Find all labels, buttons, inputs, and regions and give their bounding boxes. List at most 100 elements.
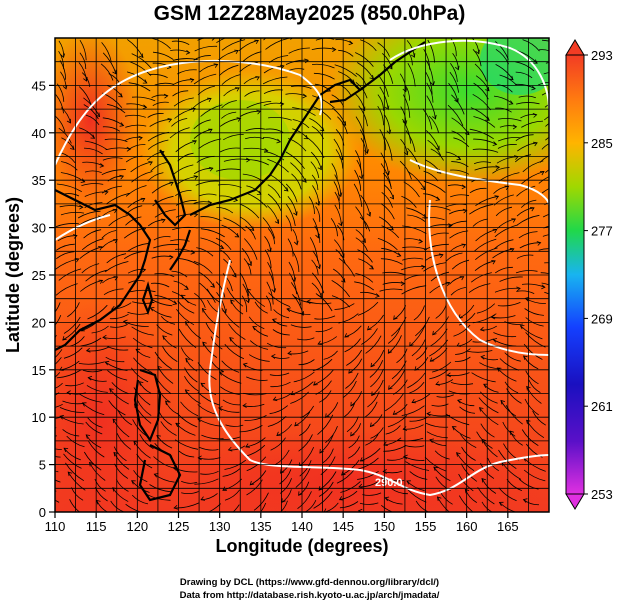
streamline bbox=[219, 64, 239, 76]
streamline-arrowhead bbox=[426, 411, 431, 417]
streamline bbox=[426, 95, 436, 119]
streamline bbox=[267, 184, 281, 199]
streamline-arrowhead bbox=[532, 113, 538, 118]
streamline bbox=[505, 405, 523, 425]
streamline bbox=[55, 435, 57, 437]
streamline bbox=[151, 255, 173, 259]
streamline bbox=[83, 104, 99, 120]
streamline bbox=[384, 497, 403, 505]
streamline bbox=[381, 225, 400, 239]
streamline-arrowhead bbox=[280, 469, 285, 474]
streamline bbox=[228, 323, 246, 340]
streamline-arrowhead bbox=[264, 148, 269, 154]
streamline bbox=[379, 288, 403, 292]
streamline bbox=[401, 405, 425, 416]
streamline bbox=[516, 254, 534, 259]
streamline-arrowhead bbox=[113, 239, 118, 244]
streamline bbox=[123, 227, 146, 239]
streamline bbox=[450, 63, 458, 82]
streamline bbox=[539, 49, 549, 52]
streamline bbox=[451, 259, 470, 270]
streamline bbox=[153, 516, 176, 518]
streamline bbox=[200, 382, 217, 396]
streamline bbox=[339, 501, 359, 509]
streamline bbox=[404, 84, 410, 101]
streamline bbox=[379, 86, 389, 110]
streamline bbox=[288, 261, 296, 282]
streamline-arrowhead bbox=[512, 124, 518, 130]
streamline-arrowhead bbox=[234, 49, 239, 55]
streamline bbox=[55, 479, 61, 483]
streamline bbox=[405, 130, 416, 152]
streamline-arrowhead bbox=[361, 238, 366, 244]
streamline-arrowhead bbox=[104, 360, 110, 366]
streamline bbox=[354, 281, 375, 291]
streamline bbox=[311, 174, 319, 191]
streamline bbox=[114, 463, 129, 479]
streamline bbox=[298, 446, 315, 467]
streamline bbox=[426, 60, 434, 86]
streamline bbox=[293, 371, 315, 383]
streamline bbox=[472, 93, 491, 111]
y-tick-label: 10 bbox=[32, 410, 46, 425]
streamline-arrowhead bbox=[454, 65, 460, 71]
streamline bbox=[60, 107, 71, 123]
streamline bbox=[286, 308, 311, 315]
streamline bbox=[405, 461, 430, 471]
streamline bbox=[147, 113, 164, 118]
streamline bbox=[178, 450, 195, 458]
streamline bbox=[384, 137, 393, 161]
streamline bbox=[402, 246, 428, 250]
streamline bbox=[198, 271, 215, 288]
streamline bbox=[174, 502, 200, 509]
streamline bbox=[232, 504, 240, 512]
streamline bbox=[455, 348, 471, 355]
streamline bbox=[521, 429, 539, 446]
streamline bbox=[193, 167, 213, 175]
streamline bbox=[244, 238, 258, 260]
streamline bbox=[517, 142, 538, 152]
streamline bbox=[515, 102, 540, 105]
streamline-arrowhead bbox=[485, 86, 490, 92]
streamline bbox=[427, 139, 442, 156]
streamline-arrowhead bbox=[79, 204, 84, 210]
streamline bbox=[370, 368, 384, 388]
streamline bbox=[153, 236, 171, 241]
streamline bbox=[429, 232, 449, 238]
streamline bbox=[58, 268, 82, 281]
streamline bbox=[55, 94, 64, 114]
streamline bbox=[331, 295, 351, 308]
streamline bbox=[383, 445, 407, 452]
streamline-arrowhead bbox=[562, 197, 566, 201]
x-tick-label: 115 bbox=[86, 519, 107, 534]
chart-title: GSM 12Z28May2025 (850.0hPa) bbox=[153, 2, 466, 25]
streamline bbox=[272, 329, 290, 336]
streamline bbox=[175, 189, 192, 197]
streamline bbox=[437, 496, 450, 512]
streamline bbox=[356, 159, 363, 179]
contour-288-east bbox=[389, 39, 549, 111]
streamline-arrowhead bbox=[242, 403, 247, 408]
streamline-arrowhead bbox=[153, 514, 157, 518]
streamline-arrowhead bbox=[88, 461, 94, 467]
streamline-arrowhead bbox=[70, 145, 75, 150]
streamline bbox=[334, 191, 341, 210]
streamline bbox=[85, 434, 102, 449]
streamline bbox=[268, 116, 292, 121]
streamline bbox=[149, 484, 172, 493]
streamline-arrowhead bbox=[255, 76, 260, 81]
streamline bbox=[544, 104, 549, 108]
streamline bbox=[343, 401, 356, 418]
streamline bbox=[346, 349, 363, 366]
streamline bbox=[88, 377, 107, 382]
streamline-arrowhead bbox=[229, 337, 234, 342]
streamline-arrowhead bbox=[519, 325, 525, 330]
streamline bbox=[154, 82, 175, 86]
streamline bbox=[348, 435, 360, 449]
streamline-arrowhead bbox=[509, 75, 514, 81]
streamline-arrowhead bbox=[490, 314, 496, 320]
streamline bbox=[334, 303, 355, 310]
streamline-arrowhead bbox=[112, 69, 117, 75]
streamline bbox=[202, 308, 218, 326]
streamline-arrowhead bbox=[495, 165, 501, 171]
